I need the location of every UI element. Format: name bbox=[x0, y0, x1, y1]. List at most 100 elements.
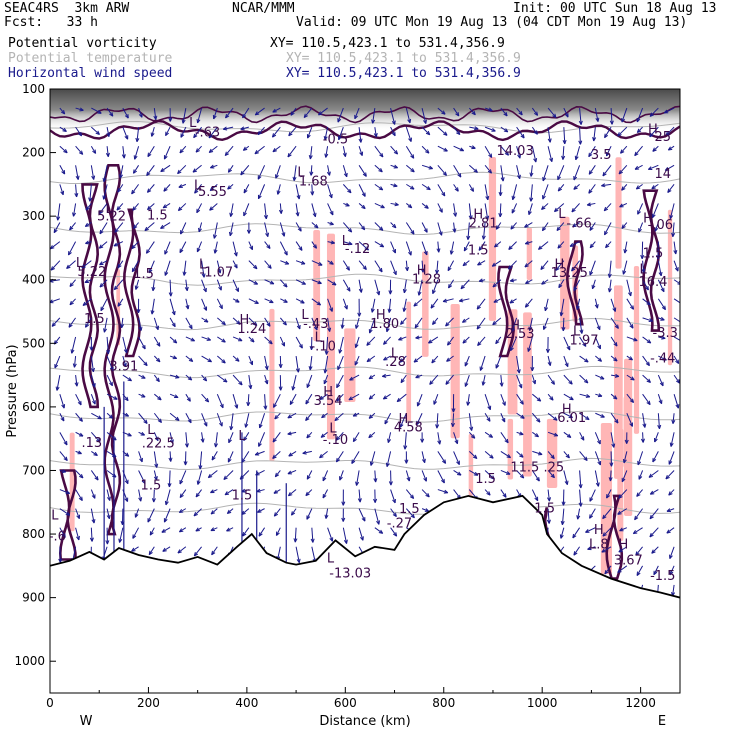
wind-vector-head bbox=[541, 205, 546, 210]
wind-vector bbox=[50, 298, 61, 303]
wind-vector-head bbox=[481, 235, 486, 240]
wind-vector-head bbox=[179, 149, 184, 154]
wind-vector bbox=[653, 565, 659, 576]
wind-vector-head bbox=[428, 339, 433, 344]
wind-vector bbox=[113, 241, 124, 247]
wind-vector bbox=[216, 260, 221, 274]
wind-vector bbox=[182, 107, 187, 124]
wind-vector-head bbox=[429, 380, 434, 385]
wind-vector bbox=[626, 298, 634, 310]
wind-vector-head bbox=[357, 312, 362, 317]
wind-vector bbox=[406, 164, 415, 173]
wind-vector bbox=[610, 298, 616, 312]
contour-label: 1.5 bbox=[534, 501, 555, 516]
wind-vector bbox=[279, 317, 287, 326]
wind-vector-head bbox=[572, 533, 577, 539]
wind-vector bbox=[151, 127, 155, 137]
wind-vector bbox=[594, 298, 598, 309]
wind-vector-head bbox=[668, 460, 673, 465]
wind-vector-head bbox=[455, 111, 460, 117]
wind-vector bbox=[383, 355, 391, 361]
wind-vector-head bbox=[667, 188, 672, 193]
pv-contour-column bbox=[497, 265, 515, 358]
wind-vector bbox=[370, 451, 376, 466]
contour-label: 11.5 .25 bbox=[510, 461, 564, 476]
wind-vector bbox=[512, 184, 518, 200]
wind-vector bbox=[390, 202, 399, 206]
wind-vector bbox=[437, 222, 443, 236]
wind-vector-head bbox=[281, 342, 286, 347]
wind-vector bbox=[69, 222, 76, 231]
wind-vector-head bbox=[258, 532, 263, 537]
contour-label: -13.03 bbox=[329, 566, 371, 581]
wind-vector bbox=[106, 470, 117, 478]
wind-vector-head bbox=[124, 114, 129, 119]
wind-vector-head bbox=[58, 558, 63, 563]
contour-label: -.27 bbox=[387, 517, 412, 532]
wind-vector bbox=[214, 241, 218, 254]
wind-vector bbox=[571, 260, 580, 272]
wind-vector-head bbox=[506, 454, 512, 459]
wind-vector bbox=[594, 336, 601, 350]
wind-vector-head bbox=[253, 264, 258, 270]
contour-label: 1.5 bbox=[399, 502, 420, 517]
contour-label: H bbox=[399, 412, 409, 427]
wind-vector bbox=[289, 393, 297, 405]
wind-vector bbox=[516, 393, 524, 405]
wind-vector bbox=[374, 508, 380, 525]
wind-vector bbox=[337, 107, 344, 123]
pv-contour-column bbox=[565, 240, 584, 326]
wind-vector-head bbox=[399, 423, 404, 428]
wind-vector-head bbox=[541, 226, 547, 232]
wind-vector bbox=[138, 412, 148, 424]
wind-vector bbox=[610, 108, 613, 125]
wind-vector-head bbox=[366, 341, 371, 346]
wind-vector-head bbox=[186, 397, 191, 402]
wind-vector-head bbox=[314, 224, 319, 229]
wind-vector bbox=[358, 146, 363, 156]
wind-vector bbox=[390, 508, 397, 517]
wind-vector-head bbox=[345, 266, 350, 271]
wind-vector-head bbox=[648, 473, 654, 478]
wind-vector-head bbox=[604, 133, 609, 139]
wind-vector bbox=[264, 203, 267, 219]
wind-vector-head bbox=[408, 251, 412, 256]
wind-vector-head bbox=[589, 243, 594, 249]
wind-vector-head bbox=[487, 405, 492, 411]
wind-vector bbox=[98, 241, 108, 249]
wind-vector bbox=[303, 107, 313, 118]
wind-vector bbox=[588, 145, 596, 158]
wind-vector-head bbox=[91, 383, 96, 388]
wind-vector bbox=[75, 375, 78, 387]
wind-vector-head bbox=[132, 534, 137, 539]
wind-vector-head bbox=[227, 185, 232, 190]
wind-vector-head bbox=[354, 361, 359, 366]
wind-vector-head bbox=[378, 226, 384, 231]
wind-vector bbox=[148, 260, 155, 274]
wind-vector-head bbox=[618, 548, 623, 553]
wind-vector-head bbox=[296, 194, 301, 200]
wind-vector bbox=[358, 260, 367, 270]
wind-vector-head bbox=[369, 461, 374, 466]
wind-vector bbox=[274, 470, 281, 478]
wind-vector-head bbox=[194, 189, 199, 194]
wind-vector-head bbox=[203, 287, 207, 293]
wind-vector-head bbox=[160, 167, 165, 173]
wind-vector-head bbox=[602, 532, 607, 537]
contour-label: L.8 bbox=[589, 538, 609, 553]
wind-vector bbox=[450, 241, 455, 255]
wind-vector-head bbox=[407, 118, 412, 124]
wind-vector-head bbox=[649, 514, 654, 520]
wind-vector bbox=[169, 279, 172, 297]
wind-vector-head bbox=[387, 438, 392, 443]
wind-vector bbox=[492, 317, 502, 326]
wind-vector bbox=[99, 222, 108, 235]
wind-vector-head bbox=[595, 117, 600, 122]
wind-vector bbox=[617, 126, 628, 137]
wind-vector bbox=[624, 241, 628, 254]
negative-pv-patch bbox=[406, 301, 412, 423]
wind-vector bbox=[606, 489, 612, 499]
x-tick-label: 0 bbox=[46, 696, 54, 710]
wind-vector bbox=[421, 489, 430, 498]
wind-vector-head bbox=[542, 176, 547, 182]
